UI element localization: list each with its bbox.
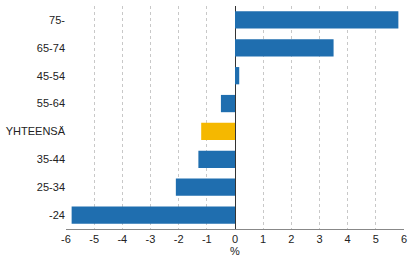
svg-text:%: % — [230, 245, 240, 257]
svg-text:3: 3 — [316, 233, 322, 245]
svg-text:-6: -6 — [61, 233, 71, 245]
svg-text:25-34: 25-34 — [37, 181, 65, 193]
svg-text:65-74: 65-74 — [37, 42, 65, 54]
svg-text:-1: -1 — [202, 233, 212, 245]
svg-text:75-: 75- — [49, 14, 65, 26]
svg-text:4: 4 — [345, 233, 351, 245]
svg-text:-2: -2 — [174, 233, 184, 245]
svg-text:45-54: 45-54 — [37, 70, 65, 82]
svg-text:35-44: 35-44 — [37, 153, 65, 165]
svg-text:2: 2 — [288, 233, 294, 245]
svg-text:5: 5 — [373, 233, 379, 245]
svg-text:-24: -24 — [49, 209, 65, 221]
svg-text:6: 6 — [401, 233, 407, 245]
svg-text:55-64: 55-64 — [37, 97, 65, 109]
svg-text:YHTEENSÄ: YHTEENSÄ — [6, 125, 66, 137]
svg-text:1: 1 — [260, 233, 266, 245]
svg-text:-3: -3 — [146, 233, 156, 245]
svg-text:0: 0 — [232, 233, 238, 245]
svg-text:-5: -5 — [89, 233, 99, 245]
svg-text:-4: -4 — [117, 233, 127, 245]
